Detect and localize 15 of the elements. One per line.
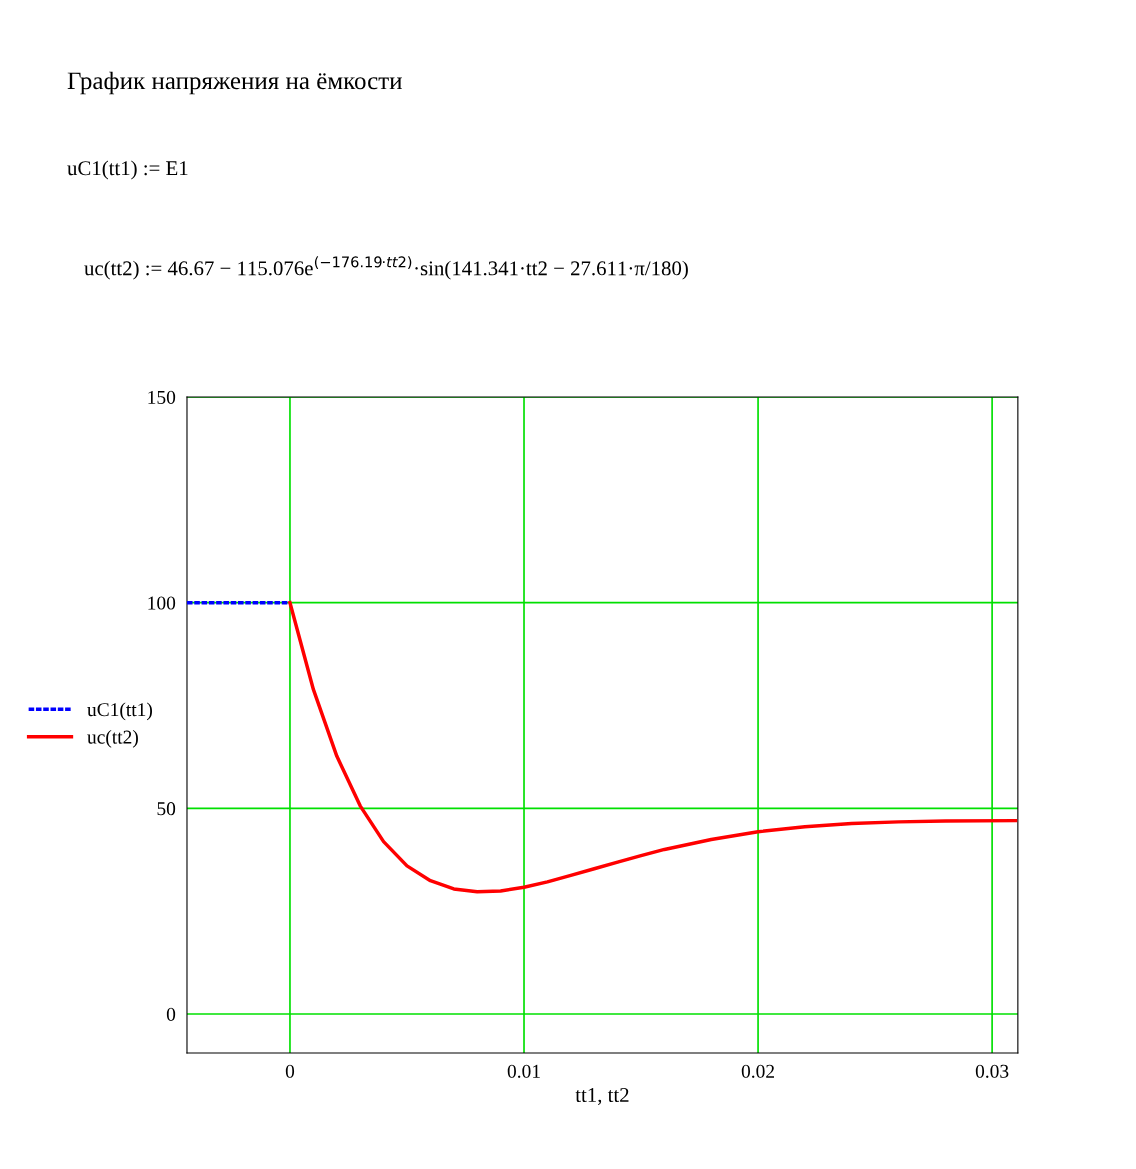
legend-label: uc(tt2)	[87, 729, 138, 748]
y-tick-label: 100	[148, 596, 176, 610]
x-tick-label: 0.03	[975, 1064, 1009, 1078]
y-tick-label: 0	[166, 1007, 176, 1021]
x-axis-title: tt1, tt2	[575, 1088, 629, 1105]
line-series	[288, 600, 1018, 894]
text: uC1(tt1) := E1	[67, 160, 188, 180]
y-tick-label: 50	[157, 802, 176, 816]
x-tick-label: 0	[285, 1064, 295, 1078]
text: uc(tt2) := 46.67 − 115.076e$^{(−176.19·tt2)}$·sin(141.341·tt2 − 27.611·π/180)	[84, 256, 688, 280]
x-tick-label: 0.02	[741, 1064, 774, 1078]
chart-title: График напряжения на ёмкости	[67, 71, 402, 95]
y-tick-label: 150	[148, 390, 176, 404]
legend-label: uC1(tt1)	[87, 702, 153, 721]
x-tick-label: 0.01	[507, 1064, 540, 1078]
